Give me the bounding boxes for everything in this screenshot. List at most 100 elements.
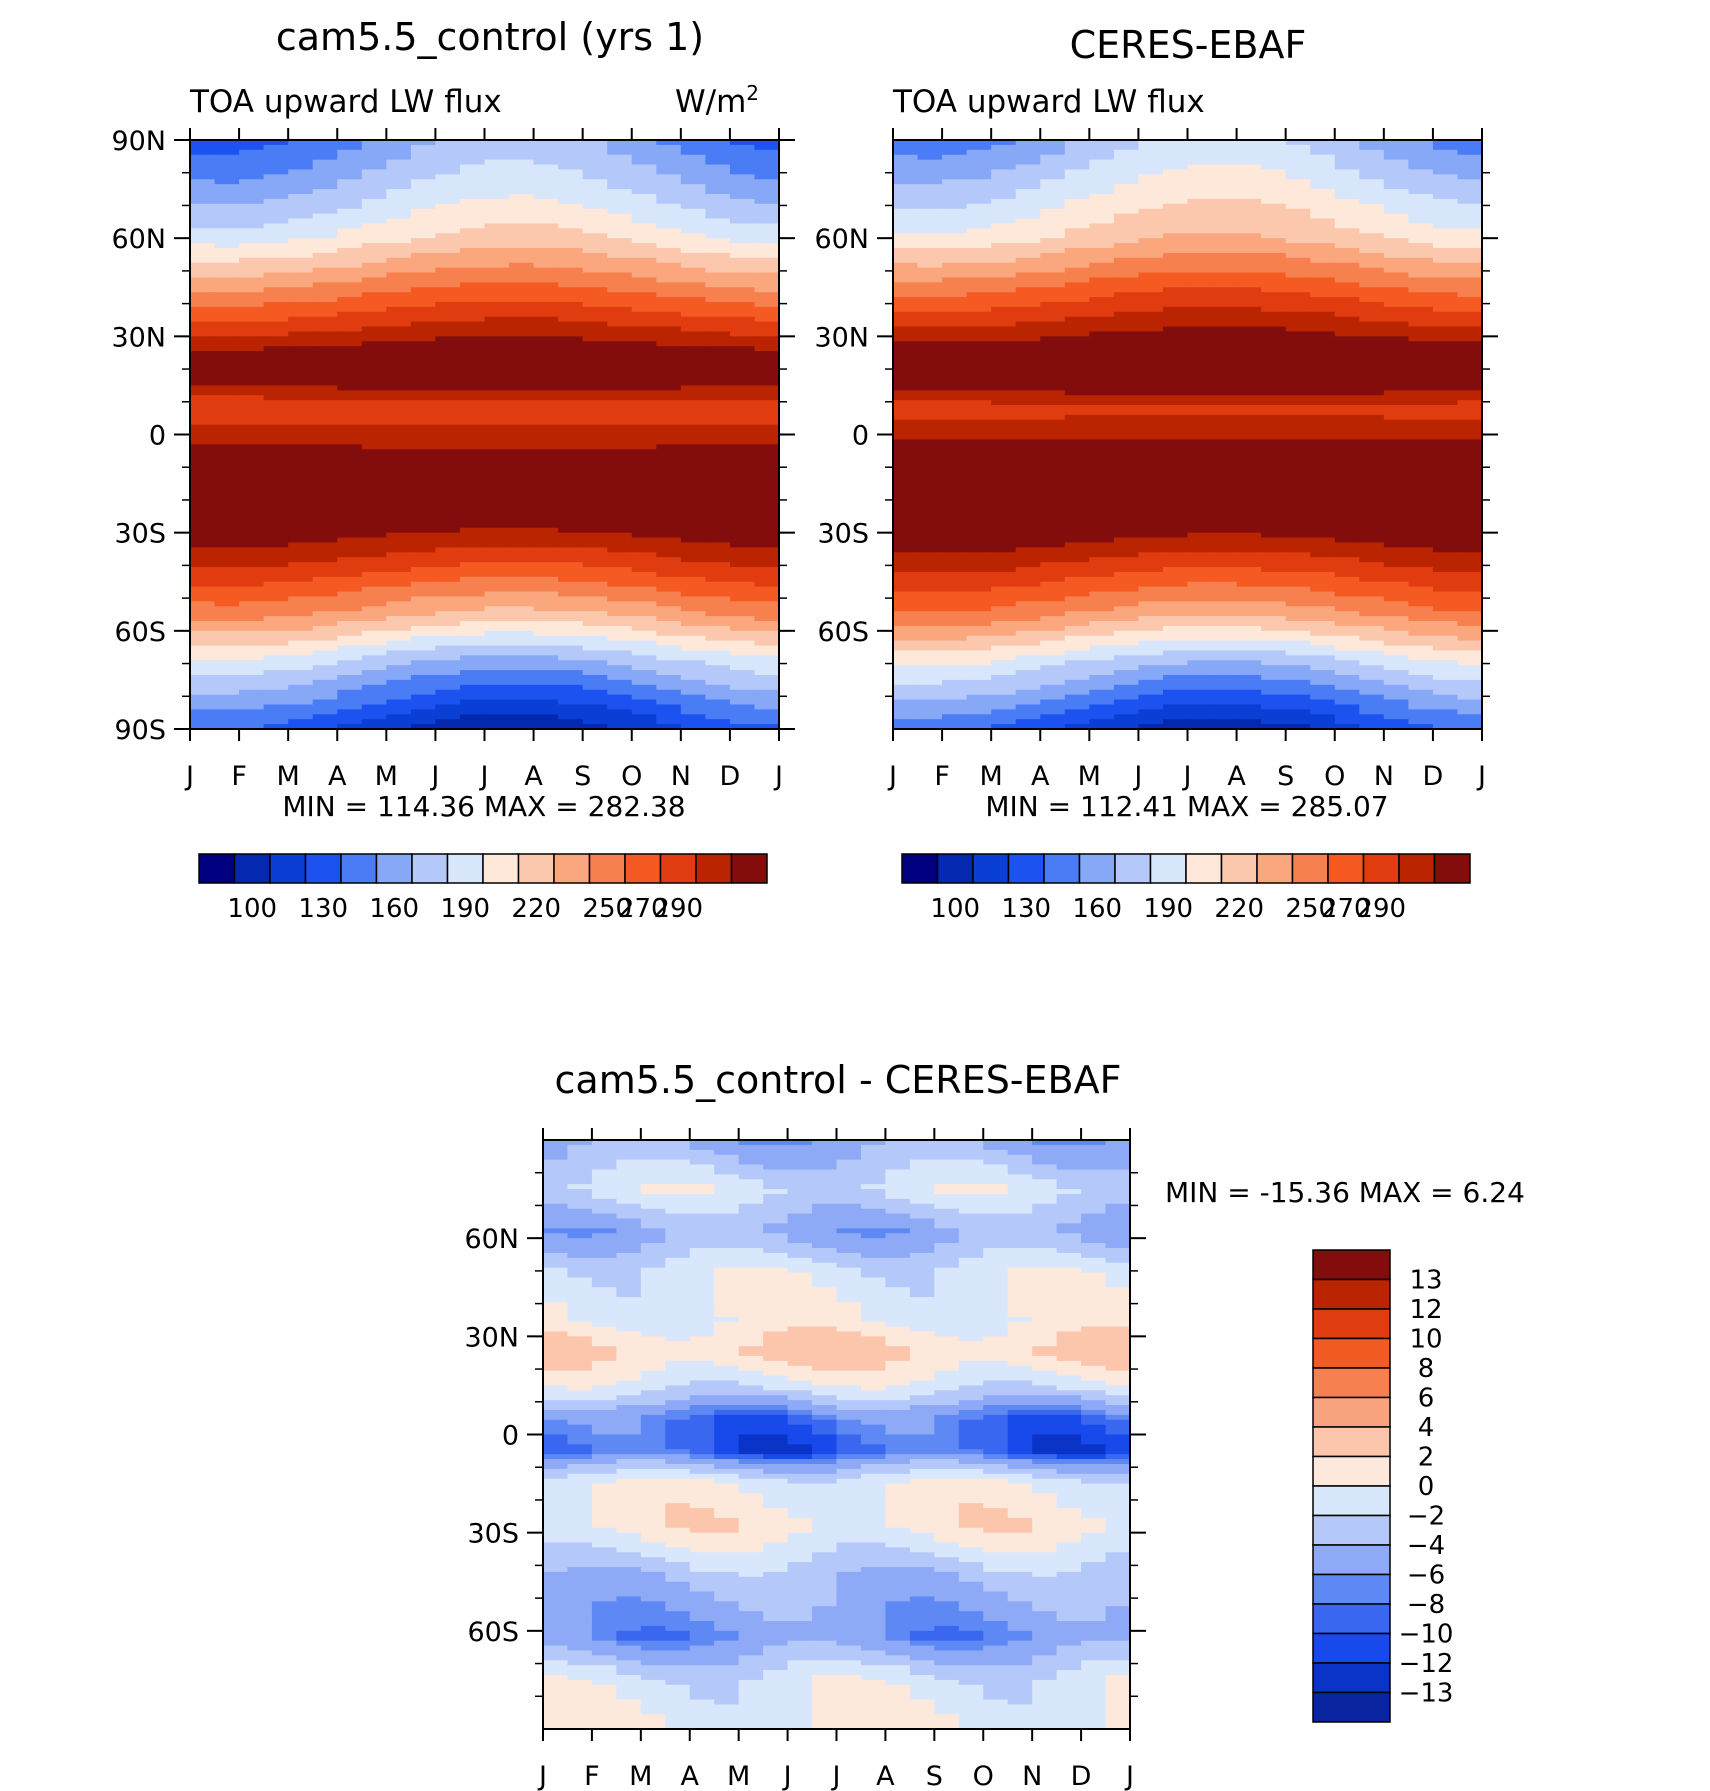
field-cell bbox=[705, 498, 731, 504]
field-cell bbox=[484, 601, 510, 607]
field-cell bbox=[558, 596, 584, 602]
field-cell bbox=[607, 252, 633, 259]
field-cell bbox=[459, 439, 486, 445]
field-cell bbox=[484, 645, 510, 652]
field-cell bbox=[1089, 444, 1115, 450]
field-cell bbox=[582, 679, 608, 686]
field-cell bbox=[239, 149, 265, 156]
field-cell bbox=[558, 699, 584, 706]
field-cell bbox=[1162, 287, 1189, 293]
field-cell bbox=[533, 655, 559, 661]
field-cell bbox=[214, 630, 240, 637]
field-cell bbox=[239, 380, 265, 387]
field-cell bbox=[1236, 429, 1262, 436]
field-cell bbox=[239, 635, 265, 642]
field-cell bbox=[1334, 483, 1360, 490]
field-cell bbox=[1285, 537, 1311, 544]
field-cell bbox=[893, 483, 919, 490]
field-cell bbox=[263, 640, 289, 647]
field-cell bbox=[558, 527, 584, 534]
field-cell bbox=[435, 370, 461, 377]
field-cell bbox=[1261, 478, 1287, 485]
field-cell bbox=[459, 468, 486, 475]
field-cell bbox=[1383, 434, 1409, 441]
field-cell bbox=[1285, 503, 1311, 509]
field-cell bbox=[509, 645, 535, 652]
field-cell bbox=[1334, 208, 1360, 215]
field-cell bbox=[729, 552, 756, 558]
field-cell bbox=[680, 665, 706, 671]
field-cell bbox=[631, 405, 657, 411]
field-cell bbox=[966, 395, 992, 401]
field-cell bbox=[484, 326, 510, 333]
field-cell bbox=[607, 719, 633, 725]
field-cell bbox=[558, 149, 584, 156]
field-cell bbox=[1408, 488, 1434, 494]
field-cell bbox=[1457, 517, 1482, 524]
field-cell bbox=[1040, 149, 1066, 156]
field-cell bbox=[991, 336, 1017, 342]
field-cell bbox=[656, 331, 682, 337]
field-cell bbox=[533, 645, 559, 652]
field-cell bbox=[459, 493, 486, 499]
field-cell bbox=[484, 159, 510, 166]
field-cell bbox=[484, 375, 510, 382]
field-cell bbox=[459, 243, 486, 249]
field-cell bbox=[312, 630, 338, 637]
field-cell bbox=[312, 174, 338, 180]
field-cell bbox=[435, 164, 461, 171]
field-cell bbox=[435, 478, 461, 485]
field-cell bbox=[239, 640, 265, 647]
field-cell bbox=[263, 542, 289, 548]
field-cell bbox=[680, 311, 706, 318]
field-cell bbox=[1285, 414, 1311, 421]
field-cell bbox=[582, 390, 608, 396]
field-cell bbox=[509, 557, 535, 563]
field-cell bbox=[607, 434, 633, 441]
field-cell bbox=[729, 351, 756, 357]
field-cell bbox=[893, 537, 919, 544]
field-cell bbox=[459, 149, 486, 156]
field-cell bbox=[656, 321, 682, 328]
field-cell bbox=[312, 252, 338, 259]
field-cell bbox=[991, 262, 1017, 269]
field-cell bbox=[1089, 346, 1115, 352]
field-cell bbox=[631, 429, 657, 436]
field-cell bbox=[1408, 184, 1434, 190]
field-cell bbox=[991, 179, 1017, 185]
field-cell bbox=[917, 493, 943, 499]
field-cell bbox=[533, 567, 559, 573]
field-cell bbox=[705, 149, 731, 156]
field-cell bbox=[607, 463, 633, 470]
field-cell bbox=[754, 684, 779, 691]
field-cell bbox=[1408, 429, 1434, 436]
field-cell bbox=[607, 513, 633, 519]
field-cell bbox=[1089, 203, 1115, 210]
field-cell bbox=[754, 694, 779, 701]
field-cell bbox=[1432, 247, 1459, 254]
field-cell bbox=[190, 640, 216, 647]
field-cell bbox=[680, 341, 706, 347]
field-cell bbox=[582, 665, 608, 671]
field-cell bbox=[1064, 517, 1090, 524]
field-cell bbox=[337, 562, 363, 568]
field-cell bbox=[1138, 493, 1164, 499]
field-cell bbox=[509, 179, 535, 185]
field-cell bbox=[1162, 355, 1189, 362]
field-cell bbox=[1408, 228, 1434, 234]
field-cell bbox=[607, 247, 633, 254]
field-cell bbox=[435, 596, 461, 602]
field-cell bbox=[459, 547, 486, 553]
field-cell bbox=[1457, 252, 1482, 259]
field-cell bbox=[312, 562, 338, 568]
field-cell bbox=[558, 405, 584, 411]
field-cell bbox=[705, 645, 731, 652]
field-cell bbox=[1162, 522, 1189, 529]
field-cell bbox=[1212, 527, 1238, 534]
field-cell bbox=[631, 149, 657, 156]
field-cell bbox=[312, 635, 338, 642]
field-cell bbox=[729, 679, 756, 686]
field-cell bbox=[1457, 233, 1482, 239]
field-cell bbox=[558, 709, 584, 715]
field-cell bbox=[1089, 233, 1115, 239]
